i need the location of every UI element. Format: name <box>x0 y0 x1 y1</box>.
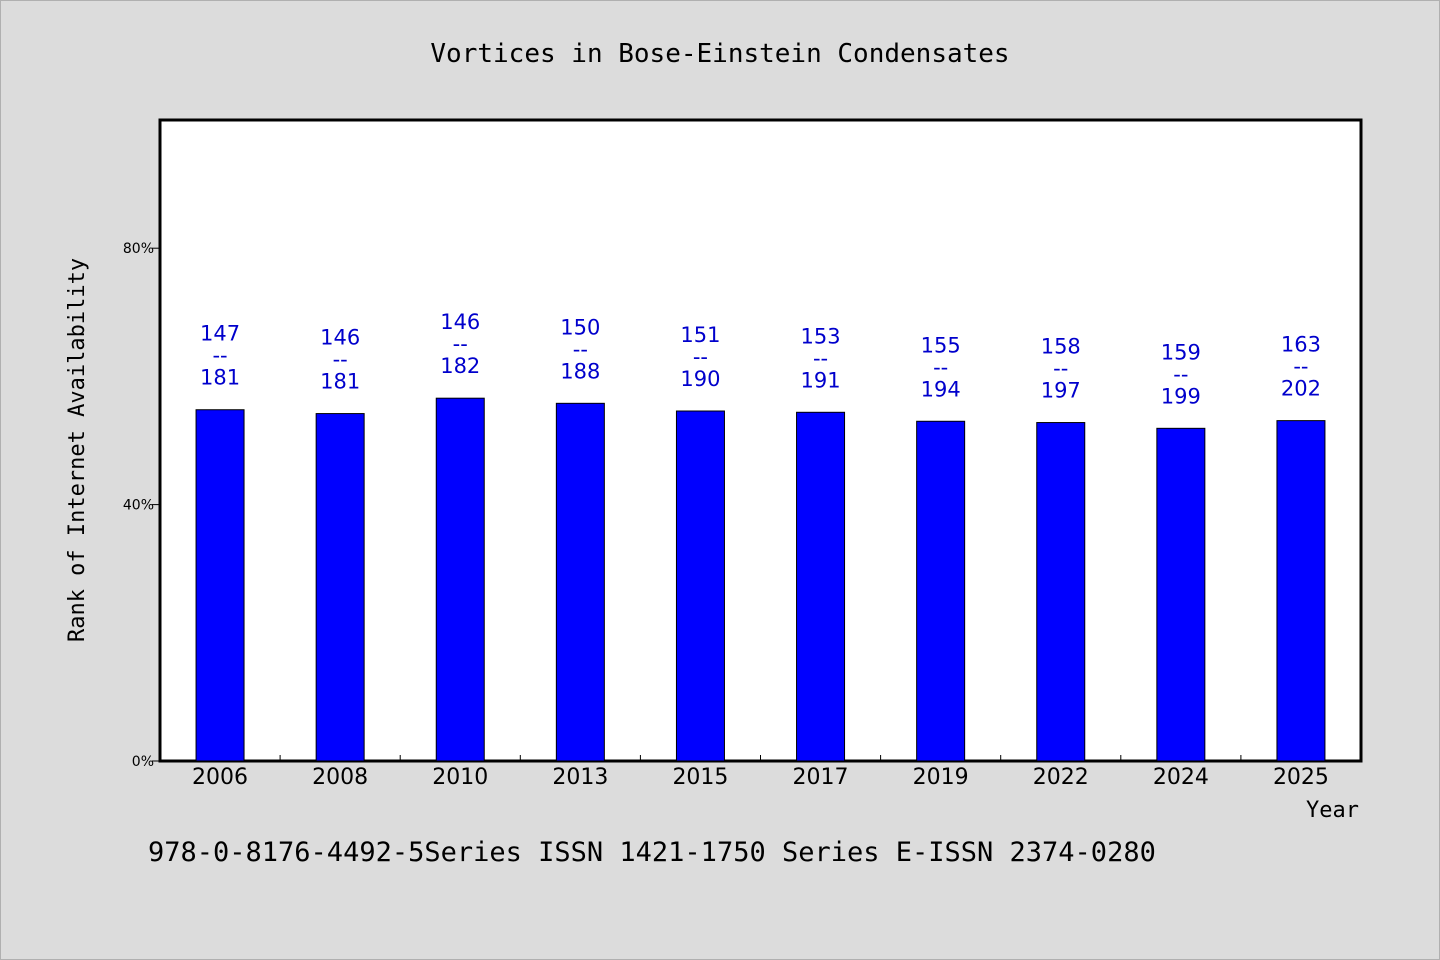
bar <box>315 413 365 762</box>
data-label-rank: 155 <box>921 333 961 357</box>
bar <box>1156 427 1206 762</box>
bar <box>435 397 485 762</box>
data-label-total: 197 <box>1041 379 1081 403</box>
data-label-rank: 151 <box>680 323 720 347</box>
y-tick-label: 80% <box>123 241 154 257</box>
data-label-separator: -- <box>1053 357 1068 381</box>
data-label-total: 194 <box>921 377 961 401</box>
data-label-total: 190 <box>680 367 720 391</box>
data-label-total: 182 <box>440 354 480 378</box>
data-label-total: 191 <box>801 368 841 392</box>
bar <box>916 420 966 762</box>
data-label-rank: 147 <box>200 322 240 346</box>
bar <box>1036 422 1086 762</box>
x-tick-label: 2015 <box>672 765 728 790</box>
x-tick-label: 2006 <box>192 765 248 790</box>
x-tick-label: 2025 <box>1273 765 1329 790</box>
x-tick-label: 2024 <box>1153 765 1209 790</box>
x-tick-label: 2019 <box>913 765 969 790</box>
data-label-rank: 163 <box>1281 333 1321 357</box>
data-label-separator: -- <box>813 346 828 370</box>
bar <box>1276 420 1326 762</box>
data-label-separator: -- <box>1173 362 1188 386</box>
bar <box>675 410 725 762</box>
x-tick-label: 2008 <box>312 765 368 790</box>
x-axis-label: Year <box>1306 798 1359 823</box>
data-label-separator: -- <box>1293 355 1308 379</box>
data-label-total: 202 <box>1281 377 1321 401</box>
x-tick-label: 2017 <box>793 765 849 790</box>
data-label-separator: -- <box>333 348 348 372</box>
chart-title: Vortices in Bose-Einstein Condensates <box>430 39 1009 69</box>
data-label-rank: 150 <box>560 315 600 339</box>
data-label-separator: -- <box>453 332 468 356</box>
bar <box>796 411 846 762</box>
footer-isbn-issn: 978-0-8176-4492-5Series ISSN 1421-1750 S… <box>148 837 1156 868</box>
data-label-separator: -- <box>933 355 948 379</box>
x-tick-label: 2022 <box>1033 765 1089 790</box>
data-label-separator: -- <box>212 344 227 368</box>
x-tick-label: 2010 <box>432 765 488 790</box>
x-tick-label: 2013 <box>552 765 608 790</box>
data-label-rank: 146 <box>440 310 480 334</box>
bar <box>555 402 605 762</box>
data-label-rank: 159 <box>1161 340 1201 364</box>
y-tick-label: 40% <box>123 498 154 514</box>
data-label-separator: -- <box>693 345 708 369</box>
y-tick-label: 0% <box>132 754 154 770</box>
bar <box>195 409 245 762</box>
data-label-total: 181 <box>320 370 360 394</box>
data-label-rank: 158 <box>1041 335 1081 359</box>
y-axis-label: Rank of Internet Availability <box>65 258 90 642</box>
data-label-total: 199 <box>1161 384 1201 408</box>
data-label-rank: 146 <box>320 326 360 350</box>
data-label-total: 188 <box>560 359 600 383</box>
data-label-separator: -- <box>573 337 588 361</box>
data-label-total: 181 <box>200 366 240 390</box>
data-label-rank: 153 <box>801 324 841 348</box>
